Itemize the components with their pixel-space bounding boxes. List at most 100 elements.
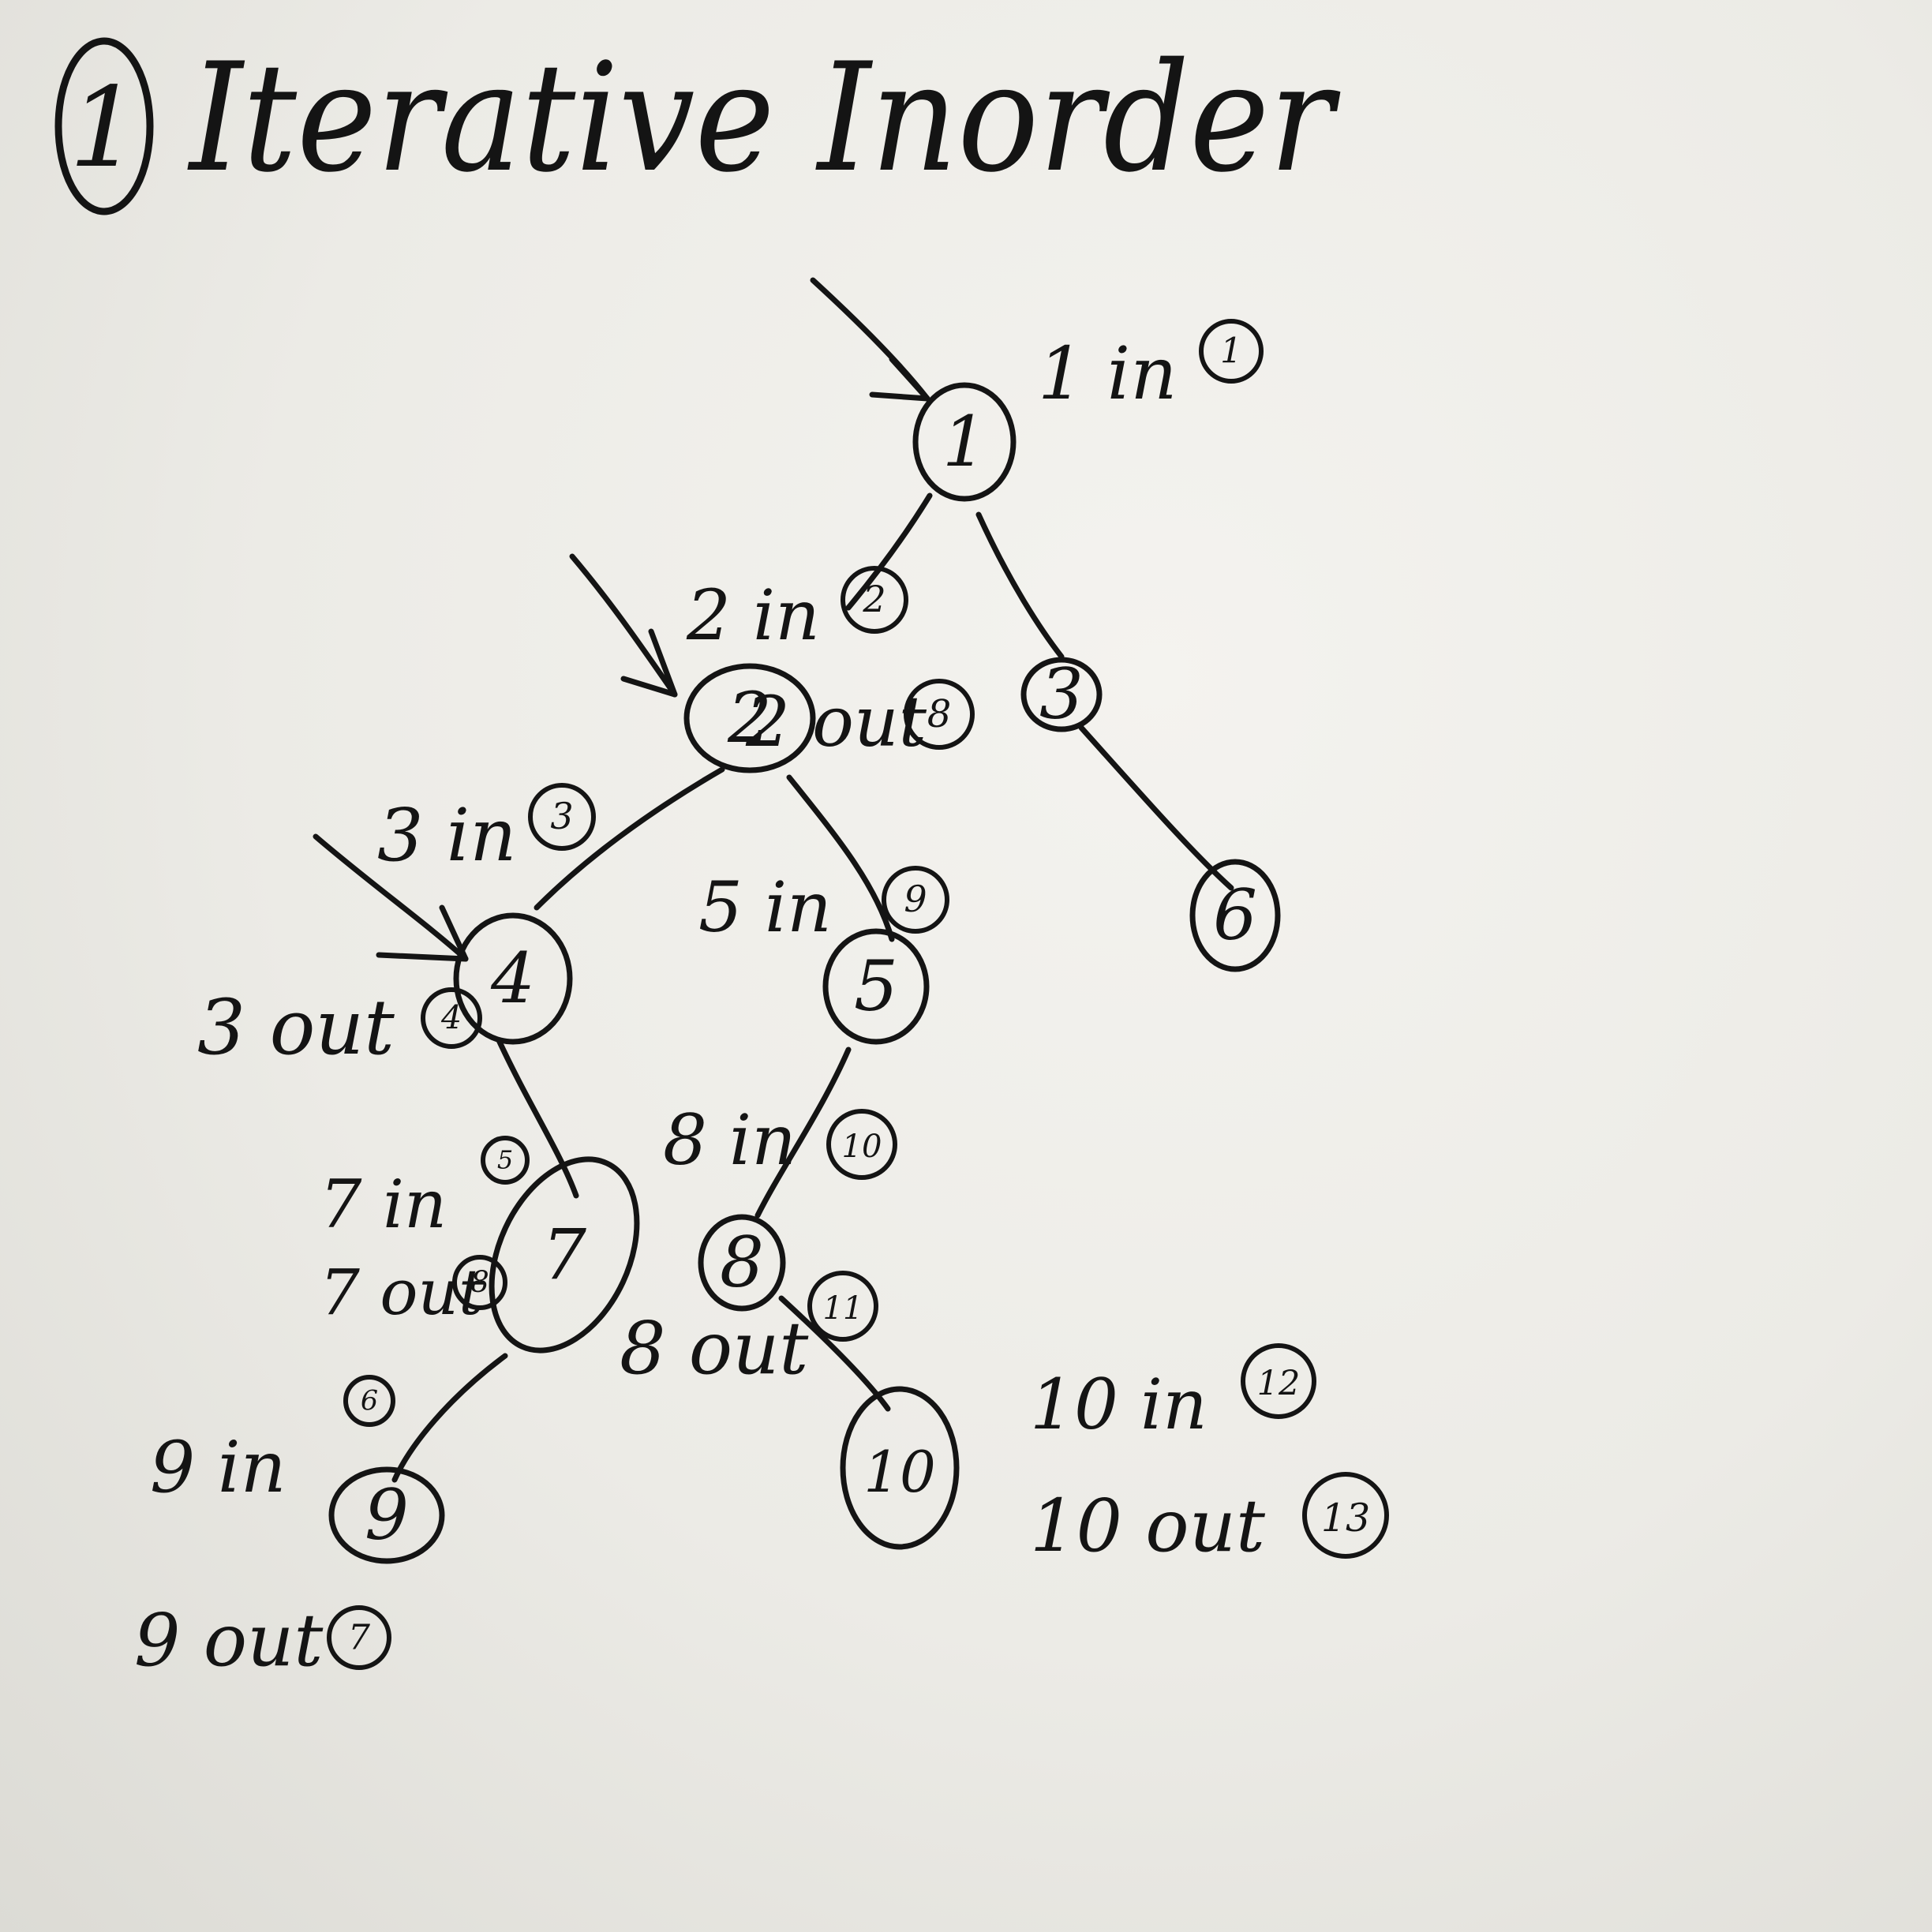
annotation-text: 9 out — [134, 1598, 324, 1683]
arrow-head-node-2 — [620, 628, 678, 698]
annotation-text: 2 in — [686, 575, 820, 656]
step-number: 12 — [1257, 1364, 1301, 1403]
step-number: 4 — [440, 999, 462, 1037]
tree-node-2: 2 — [683, 663, 816, 773]
edge-4-7 — [496, 1037, 579, 1199]
entry-arrows — [313, 277, 930, 962]
step-number-circle — [481, 1136, 530, 1185]
tree-node-3: 3 — [1020, 653, 1103, 735]
step-number-circle — [1302, 1472, 1389, 1559]
step-number-circle — [826, 1109, 897, 1180]
arrow-to-node-4 — [313, 833, 469, 962]
annotation-text: 1 in — [1038, 331, 1177, 416]
annotation-text: 5 in — [698, 867, 832, 948]
tree-node-circle — [328, 1466, 445, 1564]
annotation-text: 2 out — [745, 681, 927, 762]
step-number: 8 — [927, 692, 952, 736]
tree-node-label: 10 — [863, 1439, 936, 1505]
arrow-to-node-2 — [569, 553, 678, 698]
annotation-10out: 10 out 13 — [1030, 1472, 1389, 1568]
annotation-9in: 9 in 6 — [150, 1375, 395, 1509]
edge-3-6 — [1078, 724, 1234, 891]
step-number: 10 — [842, 1129, 882, 1165]
tree-nodes: 1 2 3 4 5 6 7 8 9 10 — [328, 382, 1281, 1564]
edge-1-3 — [975, 511, 1065, 660]
annotation-8in: 8 in 10 — [663, 1099, 897, 1181]
title-text: Iterative Inorder — [187, 31, 1341, 205]
step-number: 7 — [348, 1617, 370, 1657]
step-number-circle — [1241, 1343, 1316, 1419]
tree-node-label: 8 — [720, 1222, 764, 1303]
tree-node-circle — [453, 912, 573, 1045]
step-number-circle — [882, 866, 949, 934]
tree-node-label: 5 — [854, 945, 898, 1027]
annotation-3out: 3 out 4 — [197, 983, 482, 1072]
tree-node-10: 10 — [840, 1386, 960, 1550]
step-number-circle — [452, 1255, 507, 1310]
tree-node-circle — [840, 1386, 960, 1550]
step-number-circle — [1199, 319, 1264, 384]
step-number: 1 — [1220, 331, 1242, 371]
step-number: 11 — [823, 1290, 863, 1327]
tree-node-label: 6 — [1213, 874, 1257, 956]
title-number-circle — [54, 37, 154, 215]
title-number: 1 — [69, 64, 139, 193]
step-number: 2 — [862, 578, 886, 620]
annotation-7in: 7 in 5 — [320, 1136, 530, 1243]
tree-node-circle — [489, 1156, 640, 1354]
tree-node-4: 4 — [453, 912, 573, 1045]
annotation-10in: 10 in 12 — [1030, 1343, 1316, 1445]
tree-node-circle — [1189, 859, 1281, 972]
annotation-text: 3 in — [377, 793, 516, 878]
step-number-circle — [904, 679, 975, 750]
tree-node-1: 1 — [912, 382, 1017, 502]
tree-node-label: 3 — [1039, 653, 1084, 735]
step-number: 5 — [497, 1145, 513, 1175]
tree-node-circle — [683, 663, 816, 773]
step-number: 9 — [904, 878, 927, 920]
tree-node-circle — [912, 382, 1017, 502]
tree-node-label: 2 — [727, 677, 772, 758]
step-number-circle — [343, 1375, 395, 1427]
arrow-head-node-1 — [869, 356, 930, 402]
step-number-circle — [807, 1271, 878, 1342]
tree-node-6: 6 — [1189, 859, 1281, 972]
tree-edges — [391, 492, 1234, 1483]
annotation-8out: 8 out 11 — [620, 1271, 878, 1391]
annotation-text: 8 in — [663, 1099, 796, 1181]
annotation-9out: 9 out 7 — [134, 1598, 391, 1683]
tree-node-circle — [822, 928, 930, 1045]
annotation-5in: 5 in 9 — [698, 866, 949, 948]
tree-node-5: 5 — [822, 928, 930, 1045]
annotation-text: 10 out — [1030, 1484, 1266, 1568]
annotation-text: 3 out — [197, 983, 395, 1072]
tree-node-label: 7 — [542, 1214, 586, 1295]
annotation-text: 7 in — [320, 1166, 447, 1243]
step-number-circle — [327, 1605, 391, 1670]
annotation-1in: 1 in 1 — [1038, 319, 1264, 416]
tree-node-7: 7 — [489, 1156, 640, 1354]
tree-node-label: 1 — [942, 401, 987, 482]
arrow-head-node-4 — [376, 904, 469, 962]
edge-8-10 — [778, 1295, 891, 1412]
annotation-2in: 2 in 2 — [686, 566, 908, 656]
annotation-3in: 3 in 3 — [377, 783, 596, 878]
step-number-circle — [841, 566, 908, 634]
step-number: 3 — [550, 795, 573, 837]
step-number-circle — [421, 987, 482, 1049]
tree-node-8: 8 — [698, 1214, 786, 1312]
edge-2-5 — [786, 774, 895, 942]
edge-2-4 — [534, 766, 725, 911]
step-number: 13 — [1321, 1496, 1370, 1541]
tree-node-9: 9 — [328, 1466, 445, 1564]
edge-7-9 — [391, 1353, 508, 1483]
tree-node-circle — [1020, 657, 1103, 732]
step-number: 8 — [470, 1265, 489, 1299]
annotation-text: 10 in — [1030, 1364, 1208, 1445]
title: 1 Iterative Inorder — [54, 31, 1341, 215]
tree-node-label: 9 — [365, 1474, 409, 1556]
step-number: 6 — [361, 1385, 378, 1417]
